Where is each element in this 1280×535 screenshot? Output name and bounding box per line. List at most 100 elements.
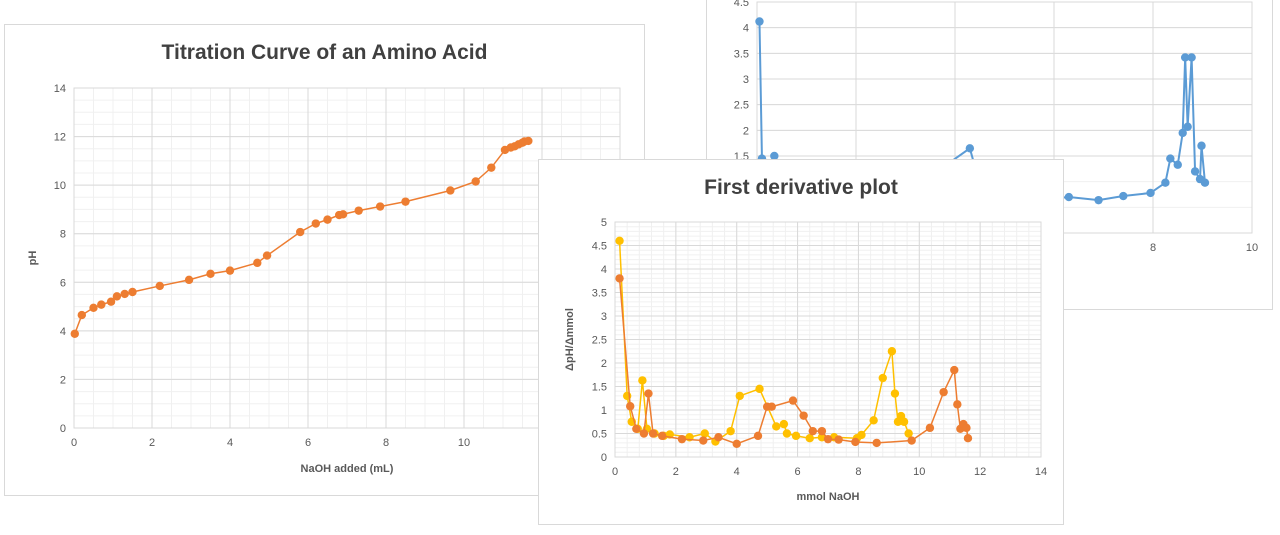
- y-axis-title: pH: [27, 251, 39, 266]
- data-point: [808, 426, 817, 436]
- y-tick-label: 1: [601, 405, 607, 417]
- y-tick-label: 2.5: [734, 100, 749, 112]
- titration-chart-svg: 0246810102468101214NaOH added (mL)pH: [27, 83, 621, 475]
- x-axis-title: mmol NaOH: [797, 491, 860, 503]
- y-tick-label: 3: [743, 74, 749, 86]
- data-point: [950, 365, 959, 375]
- data-point: [791, 431, 801, 441]
- data-point: [1064, 192, 1074, 202]
- back-chart-svg: 8 101.522.533.544.5: [734, 0, 1258, 254]
- data-point: [184, 275, 194, 285]
- y-tick-label: 0: [601, 452, 607, 464]
- y-tick-label: 2: [743, 125, 749, 137]
- data-point: [699, 436, 708, 445]
- data-point: [323, 215, 332, 224]
- y-tick-label: 4: [60, 326, 66, 338]
- data-point: [878, 373, 887, 383]
- x-tick-label: 14: [1035, 466, 1047, 478]
- data-point: [872, 438, 881, 448]
- x-tick-label: 8: [1150, 242, 1156, 254]
- data-point: [799, 411, 808, 420]
- y-tick-label: 4: [601, 264, 607, 276]
- y-tick-label: 2.5: [592, 335, 607, 347]
- data-point: [1166, 154, 1175, 163]
- y-tick-label: 0: [60, 423, 66, 435]
- data-point: [1173, 160, 1182, 169]
- data-point: [782, 429, 792, 438]
- x-tick-label: 0: [71, 437, 77, 449]
- data-point: [925, 423, 935, 433]
- data-point: [890, 389, 900, 398]
- y-tick-label: 6: [60, 277, 66, 289]
- y-tick-label: 4: [743, 23, 749, 35]
- series-line: [74, 140, 529, 335]
- data-point: [753, 431, 763, 441]
- data-point: [89, 303, 98, 312]
- y-axis-title: ΔpH/Δmmol: [564, 308, 576, 371]
- data-point: [77, 310, 87, 320]
- data-point: [262, 251, 272, 260]
- data-point: [939, 387, 948, 397]
- y-tick-label: 3.5: [734, 48, 749, 60]
- data-point: [779, 419, 789, 429]
- data-point: [446, 186, 455, 195]
- plot-area: [614, 221, 1042, 458]
- data-point: [887, 347, 897, 356]
- x-tick-label: 2: [149, 437, 155, 449]
- y-tick-label: 12: [54, 132, 66, 144]
- data-point: [615, 236, 624, 245]
- y-tick-label: 14: [54, 83, 66, 95]
- data-point: [962, 423, 971, 433]
- x-tick-label: 8: [855, 466, 861, 478]
- data-point: [735, 391, 744, 401]
- data-point: [657, 431, 667, 441]
- chart-title: Titration Curve of an Amino Acid: [161, 41, 488, 64]
- data-point: [70, 329, 79, 338]
- x-tick-label: 10: [458, 437, 470, 449]
- x-tick-label: 12: [974, 466, 986, 478]
- data-point: [732, 439, 741, 449]
- data-point: [1119, 191, 1128, 201]
- data-point: [206, 269, 215, 278]
- x-tick-label: 0: [612, 466, 618, 478]
- y-tick-label: 3: [601, 311, 607, 323]
- data-point: [311, 219, 320, 228]
- x-tick-label: 6: [305, 437, 311, 449]
- data-point: [823, 434, 833, 444]
- data-point: [907, 436, 916, 445]
- data-point: [851, 437, 860, 447]
- data-point: [253, 258, 262, 268]
- data-point: [106, 297, 116, 306]
- chart-panel-derivative: First derivative plot 0 2 4 6 8 10 12 14 0 0.5 1 1.…: [538, 159, 1064, 525]
- data-point: [375, 202, 385, 211]
- data-point: [767, 402, 776, 411]
- data-point: [354, 206, 363, 215]
- data-point: [1187, 53, 1196, 62]
- data-point: [1180, 53, 1190, 62]
- chart-title: First derivative plot: [704, 176, 898, 199]
- data-point: [755, 17, 764, 26]
- data-point: [700, 429, 709, 438]
- data-point: [524, 136, 533, 146]
- data-point: [225, 266, 235, 275]
- x-tick-label: 4: [227, 437, 233, 449]
- x-tick-label: 10: [1246, 242, 1258, 254]
- data-point: [1161, 178, 1170, 187]
- x-tick-label: 2: [673, 466, 679, 478]
- data-point: [296, 227, 305, 237]
- data-point: [401, 197, 410, 206]
- data-point: [648, 429, 658, 438]
- y-tick-label: 8: [60, 229, 66, 241]
- data-point: [632, 424, 641, 433]
- data-point: [788, 396, 798, 405]
- data-point: [1200, 178, 1210, 187]
- y-tick-label: 4.5: [734, 0, 749, 9]
- y-tick-label: 1.5: [592, 382, 607, 394]
- data-point: [644, 389, 653, 398]
- data-point: [128, 287, 137, 297]
- data-point: [805, 434, 814, 443]
- data-point: [1146, 188, 1155, 198]
- data-point: [120, 289, 129, 299]
- data-point: [1178, 128, 1187, 138]
- y-tick-label: 4.5: [592, 241, 607, 253]
